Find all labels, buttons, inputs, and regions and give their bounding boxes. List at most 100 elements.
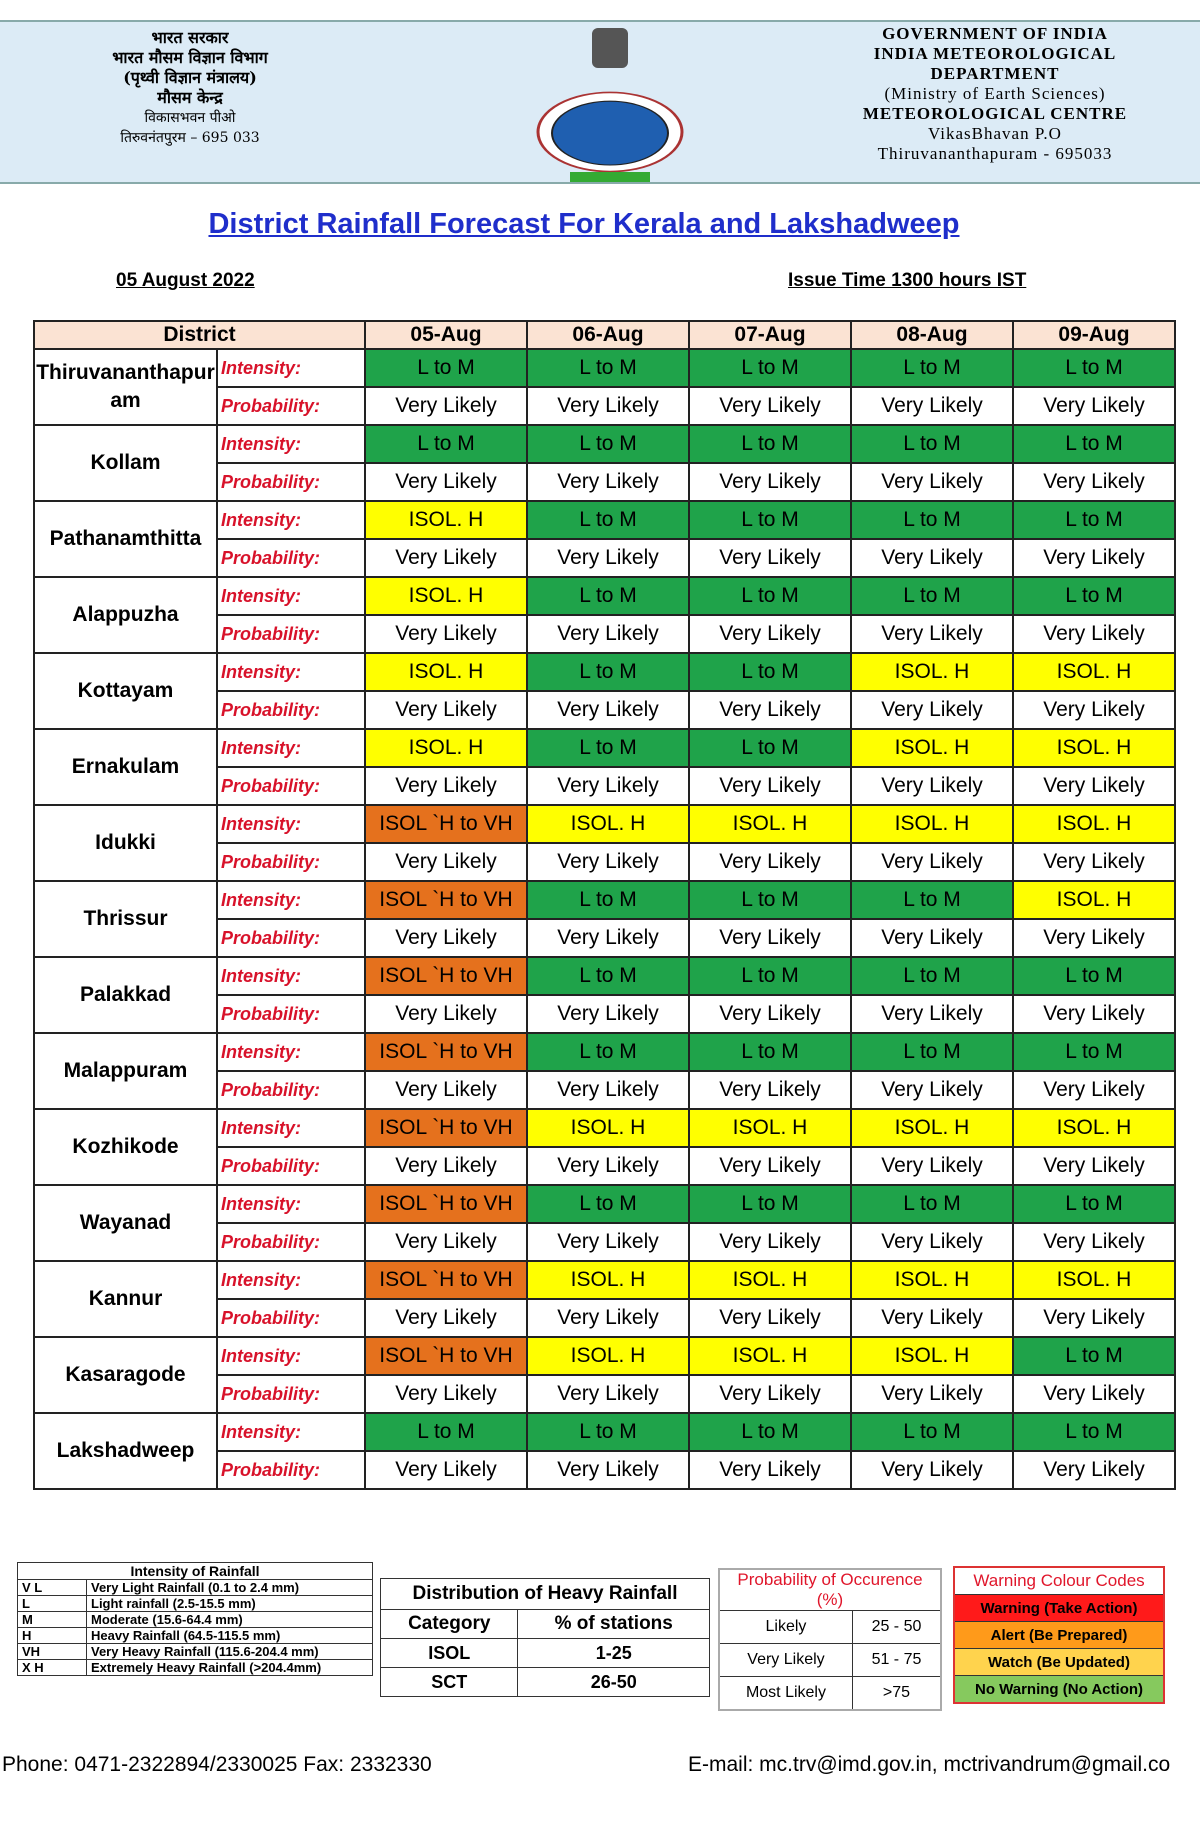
intensity-cell: ISOL. H	[850, 728, 1014, 768]
probability-cell: Very Likely	[364, 918, 528, 958]
probability-row: Probability: Very Likely Very Likely Very L…	[34, 1374, 1176, 1414]
probability-label: Probability:	[216, 1298, 366, 1338]
intensity-legend: Intensity of Rainfall V L Very Light Rainf…	[17, 1562, 373, 1676]
column-header: 05-Aug	[364, 320, 528, 350]
district: Lakshadweep	[33, 1412, 218, 1490]
probability-cell: Very Likely	[1012, 386, 1176, 426]
intensity-label: Intensity:	[216, 652, 366, 692]
probability-cell: Very Likely	[850, 1450, 1014, 1490]
intensity-label: Intensity:	[216, 956, 366, 996]
intensity-row: Kasaragode Intensity: ISOL `H to VH ISOL. H…	[33, 1336, 1176, 1414]
english-line: METEOROLOGICAL CENTRE	[862, 104, 1128, 123]
intensity-label: Intensity:	[216, 1108, 366, 1148]
probability-cell: Very Likely	[688, 1298, 852, 1338]
intensity-cell: ISOL `H to VH	[364, 1184, 528, 1224]
intensity-cell: L to M	[1012, 500, 1176, 540]
warning-code: Warning (Take Action)	[953, 1594, 1165, 1622]
probability-cell: Very Likely	[364, 690, 528, 730]
probability-cell: Very Likely	[1012, 994, 1176, 1034]
intensity-cell: L to M	[526, 652, 690, 692]
probability-row: Probability: Very Likely Very Likely Very L…	[34, 386, 1176, 426]
intensity-label: Intensity:	[216, 1336, 366, 1376]
legend-row: H Heavy Rainfall (64.5-115.5 mm)	[17, 1627, 373, 1644]
english-block: GOVERNMENT OF INDIA INDIA METEOROLOGICAL D…	[790, 24, 1200, 164]
probability-cell: Very Likely	[364, 614, 528, 654]
intensity-cell: L to M	[526, 576, 690, 616]
legend-row: Watch (Be Updated)	[953, 1648, 1165, 1676]
legend-row: Very Likely 51 - 75	[718, 1643, 942, 1677]
probability-cell: Very Likely	[850, 1070, 1014, 1110]
intensity-cell: ISOL `H to VH	[364, 880, 528, 920]
probability-cell: Very Likely	[688, 614, 852, 654]
description: Heavy Rainfall (64.5-115.5 mm)	[86, 1627, 373, 1644]
probability-row: Probability: Very Likely Very Likely Very L…	[34, 1298, 1176, 1338]
probability-cell: Very Likely	[526, 994, 690, 1034]
intensity-cell: L to M	[850, 956, 1014, 996]
probability-cell: Very Likely	[364, 1450, 528, 1490]
intensity-cell: L to M	[850, 500, 1014, 540]
probability-label: Probability:	[216, 1222, 366, 1262]
date: 05 August 2022	[116, 270, 255, 291]
district: Malappuram	[33, 1032, 218, 1110]
english-line: GOVERNMENT OF INDIA	[882, 24, 1108, 43]
intensity-label: Intensity:	[216, 728, 366, 768]
cell: ISOL	[379, 1638, 519, 1668]
intensity-cell: L to M	[526, 424, 690, 464]
emblem	[536, 28, 684, 182]
probability-cell: Very Likely	[526, 842, 690, 882]
intensity-cell: ISOL. H	[850, 804, 1014, 844]
intensity-cell: L to M	[850, 1184, 1014, 1224]
intensity-cell: ISOL. H	[850, 1336, 1014, 1376]
probability-cell: Very Likely	[526, 1450, 690, 1490]
intensity-cell: L to M	[1012, 576, 1176, 616]
english-line: DEPARTMENT	[930, 64, 1060, 83]
warning-code: Watch (Be Updated)	[953, 1648, 1165, 1676]
probability-label: Probability:	[216, 1374, 366, 1414]
probability-label: Probability:	[216, 766, 366, 806]
probability-row: Probability: Very Likely Very Likely Very L…	[34, 614, 1176, 654]
intensity-cell: L to M	[850, 348, 1014, 388]
description: Light rainfall (2.5-15.5 mm)	[86, 1595, 373, 1612]
probability-label: Probability:	[216, 1146, 366, 1186]
english-line: VikasBhavan P.O	[928, 124, 1062, 143]
probability-row: Probability: Very Likely Very Likely Very L…	[34, 918, 1176, 958]
intensity-cell: L to M	[688, 348, 852, 388]
intensity-cell: L to M	[688, 1032, 852, 1072]
intensity-cell: ISOL `H to VH	[364, 1260, 528, 1300]
probability-cell: Very Likely	[1012, 1374, 1176, 1414]
probability-cell: Very Likely	[526, 918, 690, 958]
probability-cell: Very Likely	[1012, 614, 1176, 654]
probability-cell: Very Likely	[688, 842, 852, 882]
probability-cell: Very Likely	[1012, 1450, 1176, 1490]
title: District Rainfall Forecast For Kerala an…	[208, 208, 960, 240]
column-header: 09-Aug	[1012, 320, 1176, 350]
probability-cell: Very Likely	[850, 462, 1014, 502]
legend-title-row: Distribution of Heavy Rainfall	[380, 1578, 710, 1610]
intensity-cell: L to M	[850, 424, 1014, 464]
probability-label: Probability:	[216, 918, 366, 958]
district: Kannur	[33, 1260, 218, 1338]
english-line: (Ministry of Earth Sciences)	[884, 84, 1106, 103]
intensity-cell: L to M	[688, 576, 852, 616]
intensity-label: Intensity:	[216, 880, 366, 920]
district: Pathanamthitta	[33, 500, 218, 578]
description: Extremely Heavy Rainfall (>204.4mm)	[86, 1659, 373, 1676]
probability-row: Probability: Very Likely Very Likely Very L…	[34, 1222, 1176, 1262]
intensity-cell: ISOL. H	[1012, 728, 1176, 768]
email: E-mail: mc.trv@imd.gov.in, mctrivandrum@…	[688, 1753, 1171, 1776]
legend-row: ISOL 1-25	[379, 1638, 710, 1668]
probability-cell: Very Likely	[526, 614, 690, 654]
description: Moderate (15.6-64.4 mm)	[86, 1611, 373, 1628]
probability-label: Probability:	[216, 690, 366, 730]
hindi-line: भारत मौसम विज्ञान विभाग	[112, 48, 268, 67]
probability-cell: Very Likely	[1012, 690, 1176, 730]
probability-cell: Very Likely	[1012, 462, 1176, 502]
intensity-cell: L to M	[688, 424, 852, 464]
probability-label: Probability:	[216, 842, 366, 882]
probability-cell: Very Likely	[526, 462, 690, 502]
